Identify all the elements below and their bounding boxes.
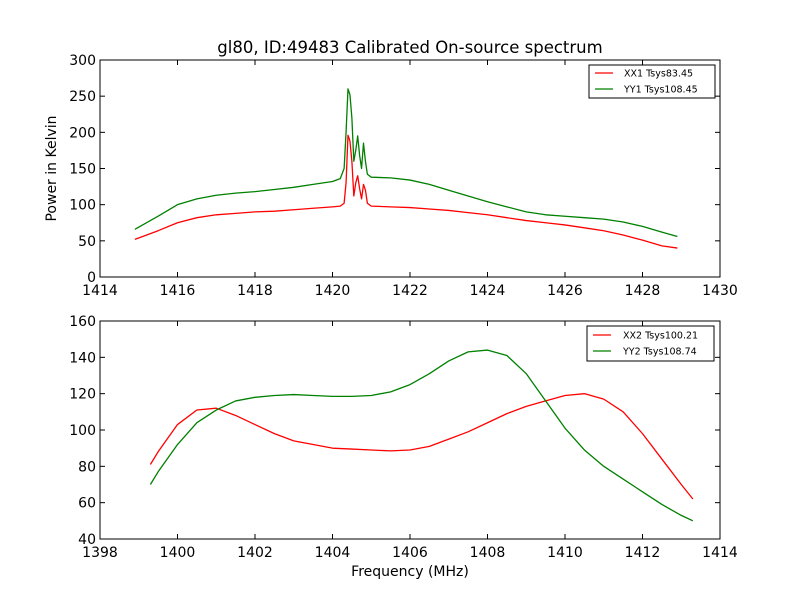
top-y-tick-label: 300 <box>69 53 96 69</box>
bottom-y-tick-label: 100 <box>69 423 96 439</box>
top-legend: XX1 Tsys83.45 YY1 Tsys108.45 <box>588 64 716 99</box>
bottom-legend-yy2-label: YY2 Tsys108.74 <box>622 347 697 358</box>
top-x-tick-label: 1424 <box>470 283 506 299</box>
top-y-tick-label: 150 <box>69 162 96 178</box>
bottom-series-line-xx <box>149 393 694 500</box>
top-y-tick-label: 250 <box>69 89 96 105</box>
bottom-x-tick-label: 1408 <box>470 545 506 561</box>
bottom-legend-box <box>586 325 715 362</box>
bottom-x-tick-label: 1406 <box>392 545 428 561</box>
top-y-tick-label: 100 <box>69 198 96 214</box>
top-legend-xx1-label: XX1 Tsys83.45 <box>624 69 693 80</box>
top-legend-yy1-label: YY1 Tsys108.45 <box>623 85 698 96</box>
top-y-tick-label: 50 <box>78 234 96 250</box>
bottom-legend: XX2 Tsys100.21 YY2 Tsys108.74 <box>586 325 715 362</box>
bottom-x-tick-label: 1400 <box>160 545 196 561</box>
top-x-tick-label: 1422 <box>392 283 428 299</box>
bottom-y-tick-label: 40 <box>78 532 96 548</box>
figure-title: gl80, ID:49483 Calibrated On-source spec… <box>217 38 602 57</box>
top-series-line-xx <box>134 134 678 249</box>
bottom-x-tick-label: 1412 <box>625 545 661 561</box>
bottom-x-axis-label: Frequency (MHz) <box>351 564 469 580</box>
top-x-tick-label: 1418 <box>237 283 273 299</box>
bottom-ticks-layer: 1398 1400 1402 1404 1406 1408 1410 1412 1414 40 60… <box>69 314 738 561</box>
bottom-x-tick-label: 1404 <box>315 545 351 561</box>
bottom-x-tick-label: 1414 <box>702 545 738 561</box>
bottom-x-tick-label: 1410 <box>547 545 583 561</box>
top-x-tick-label: 1430 <box>702 283 738 299</box>
top-x-tick-label: 1428 <box>625 283 661 299</box>
top-y-axis-label: Power in Kelvin <box>44 115 60 221</box>
bottom-y-tick-label: 160 <box>69 314 96 330</box>
bottom-series-layer <box>149 349 694 522</box>
bottom-spectrum-panel: 1398 1400 1402 1404 1406 1408 1410 1412 1414 40 60… <box>69 314 738 580</box>
bottom-y-tick-label: 140 <box>69 350 96 366</box>
bottom-legend-xx2-label: XX2 Tsys100.21 <box>623 331 698 342</box>
bottom-series-line-yy <box>149 349 694 522</box>
top-ticks-layer: 1414 1416 1418 1420 1422 1424 1426 1428 1430 0 50 1… <box>69 53 738 299</box>
top-y-tick-label: 200 <box>69 125 96 141</box>
bottom-x-tick-label: 1402 <box>237 545 273 561</box>
top-y-tick-label: 0 <box>87 270 96 286</box>
top-x-tick-label: 1426 <box>547 283 583 299</box>
top-x-tick-label: 1420 <box>315 283 351 299</box>
top-x-tick-label: 1416 <box>160 283 196 299</box>
top-series-layer <box>134 88 678 249</box>
top-legend-box <box>588 64 716 99</box>
bottom-x-tick-label: 1398 <box>82 545 118 561</box>
top-x-tick-label: 1414 <box>82 283 118 299</box>
top-spectrum-panel: 1414 1416 1418 1420 1422 1424 1426 1428 1430 0 50 1… <box>44 53 738 299</box>
bottom-y-tick-label: 120 <box>69 387 96 403</box>
bottom-y-tick-label: 80 <box>78 459 96 475</box>
bottom-y-tick-label: 60 <box>78 496 96 512</box>
top-series-line-yy <box>134 88 678 238</box>
